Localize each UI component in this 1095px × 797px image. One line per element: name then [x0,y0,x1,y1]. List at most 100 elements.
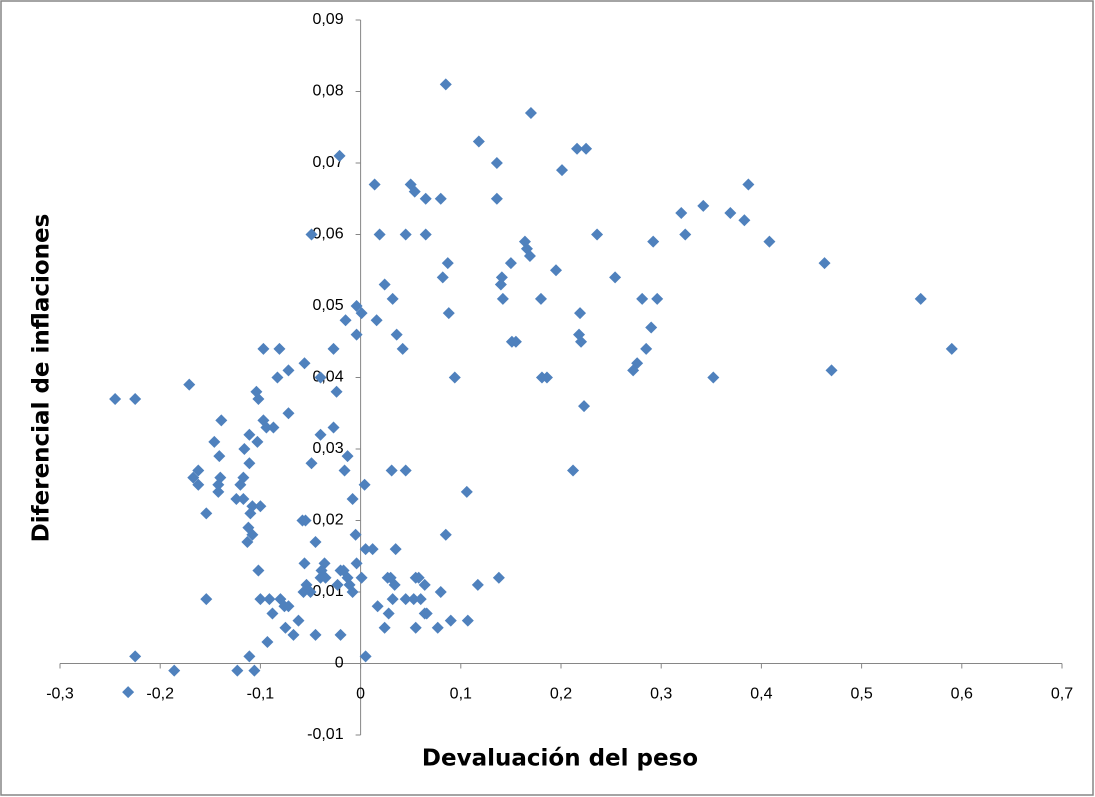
point [331,578,344,591]
point [243,650,256,663]
point [707,371,720,384]
point [645,321,658,334]
point [349,528,362,541]
point [679,228,692,241]
point [359,650,372,663]
point [651,292,664,305]
point [418,607,431,620]
point [571,142,584,155]
point [263,593,276,606]
point [266,607,279,620]
point [298,557,311,570]
point [490,192,503,205]
point [309,535,322,548]
point [183,378,196,391]
point [724,207,737,220]
point [261,636,274,649]
point [385,464,398,477]
point [524,106,537,119]
point [267,421,280,434]
y-tick-label: 0 [335,655,344,672]
point [282,364,295,377]
point [574,307,587,320]
point [567,464,580,477]
point [192,478,205,491]
point [292,614,305,627]
point [260,421,273,434]
point [243,457,256,470]
point [129,650,142,663]
point [742,178,755,191]
point [246,528,259,541]
point [350,300,363,312]
point [575,335,588,348]
point [213,450,226,463]
y-tick-label: 0,05 [312,297,343,314]
x-tick-label: 0 [356,686,365,703]
point [192,464,205,477]
point [319,571,332,584]
point [697,199,710,212]
point [496,292,509,305]
point [448,371,461,384]
point [945,342,958,355]
point [282,600,295,613]
point [252,392,265,405]
point [461,614,474,627]
point [460,485,473,498]
point [914,292,927,305]
point [378,278,391,291]
point [243,428,256,441]
point [818,257,831,270]
point [231,664,244,677]
point [388,578,401,591]
point [355,307,368,320]
point [304,586,317,598]
point [609,271,622,284]
point [409,621,422,634]
point [825,364,838,377]
point [370,314,383,327]
point [254,593,267,606]
point [647,235,660,248]
point [591,228,604,241]
point [442,307,455,320]
x-tick-label: 0,6 [951,686,973,703]
x-tick-label: 0,2 [550,686,572,703]
point [358,478,371,491]
point [399,464,412,477]
point [399,593,412,606]
point [382,607,395,620]
point [534,292,547,305]
point [241,535,254,548]
x-axis-title: Devaluación del peso [422,746,698,772]
point [282,407,295,420]
point [309,628,322,641]
point [436,271,449,284]
point [200,507,213,520]
point [419,228,432,241]
point [490,157,503,169]
point [279,621,292,634]
point [251,435,264,448]
point [504,257,517,270]
point [378,621,391,634]
point [359,543,372,556]
point [298,357,311,370]
point [129,392,142,405]
point [346,586,359,598]
point [334,628,347,641]
point [208,435,221,448]
point [523,249,536,262]
y-tick-label: 0,08 [312,83,343,100]
point [763,235,776,248]
point [338,464,351,477]
x-tick-label: 0,3 [650,686,672,703]
point [187,471,200,484]
point [444,614,457,627]
point [492,571,505,584]
point [373,228,386,241]
y-tick-label: 0,03 [312,440,343,457]
point [299,514,312,527]
y-axis-title: Diferencial de inflaciones [29,214,55,543]
